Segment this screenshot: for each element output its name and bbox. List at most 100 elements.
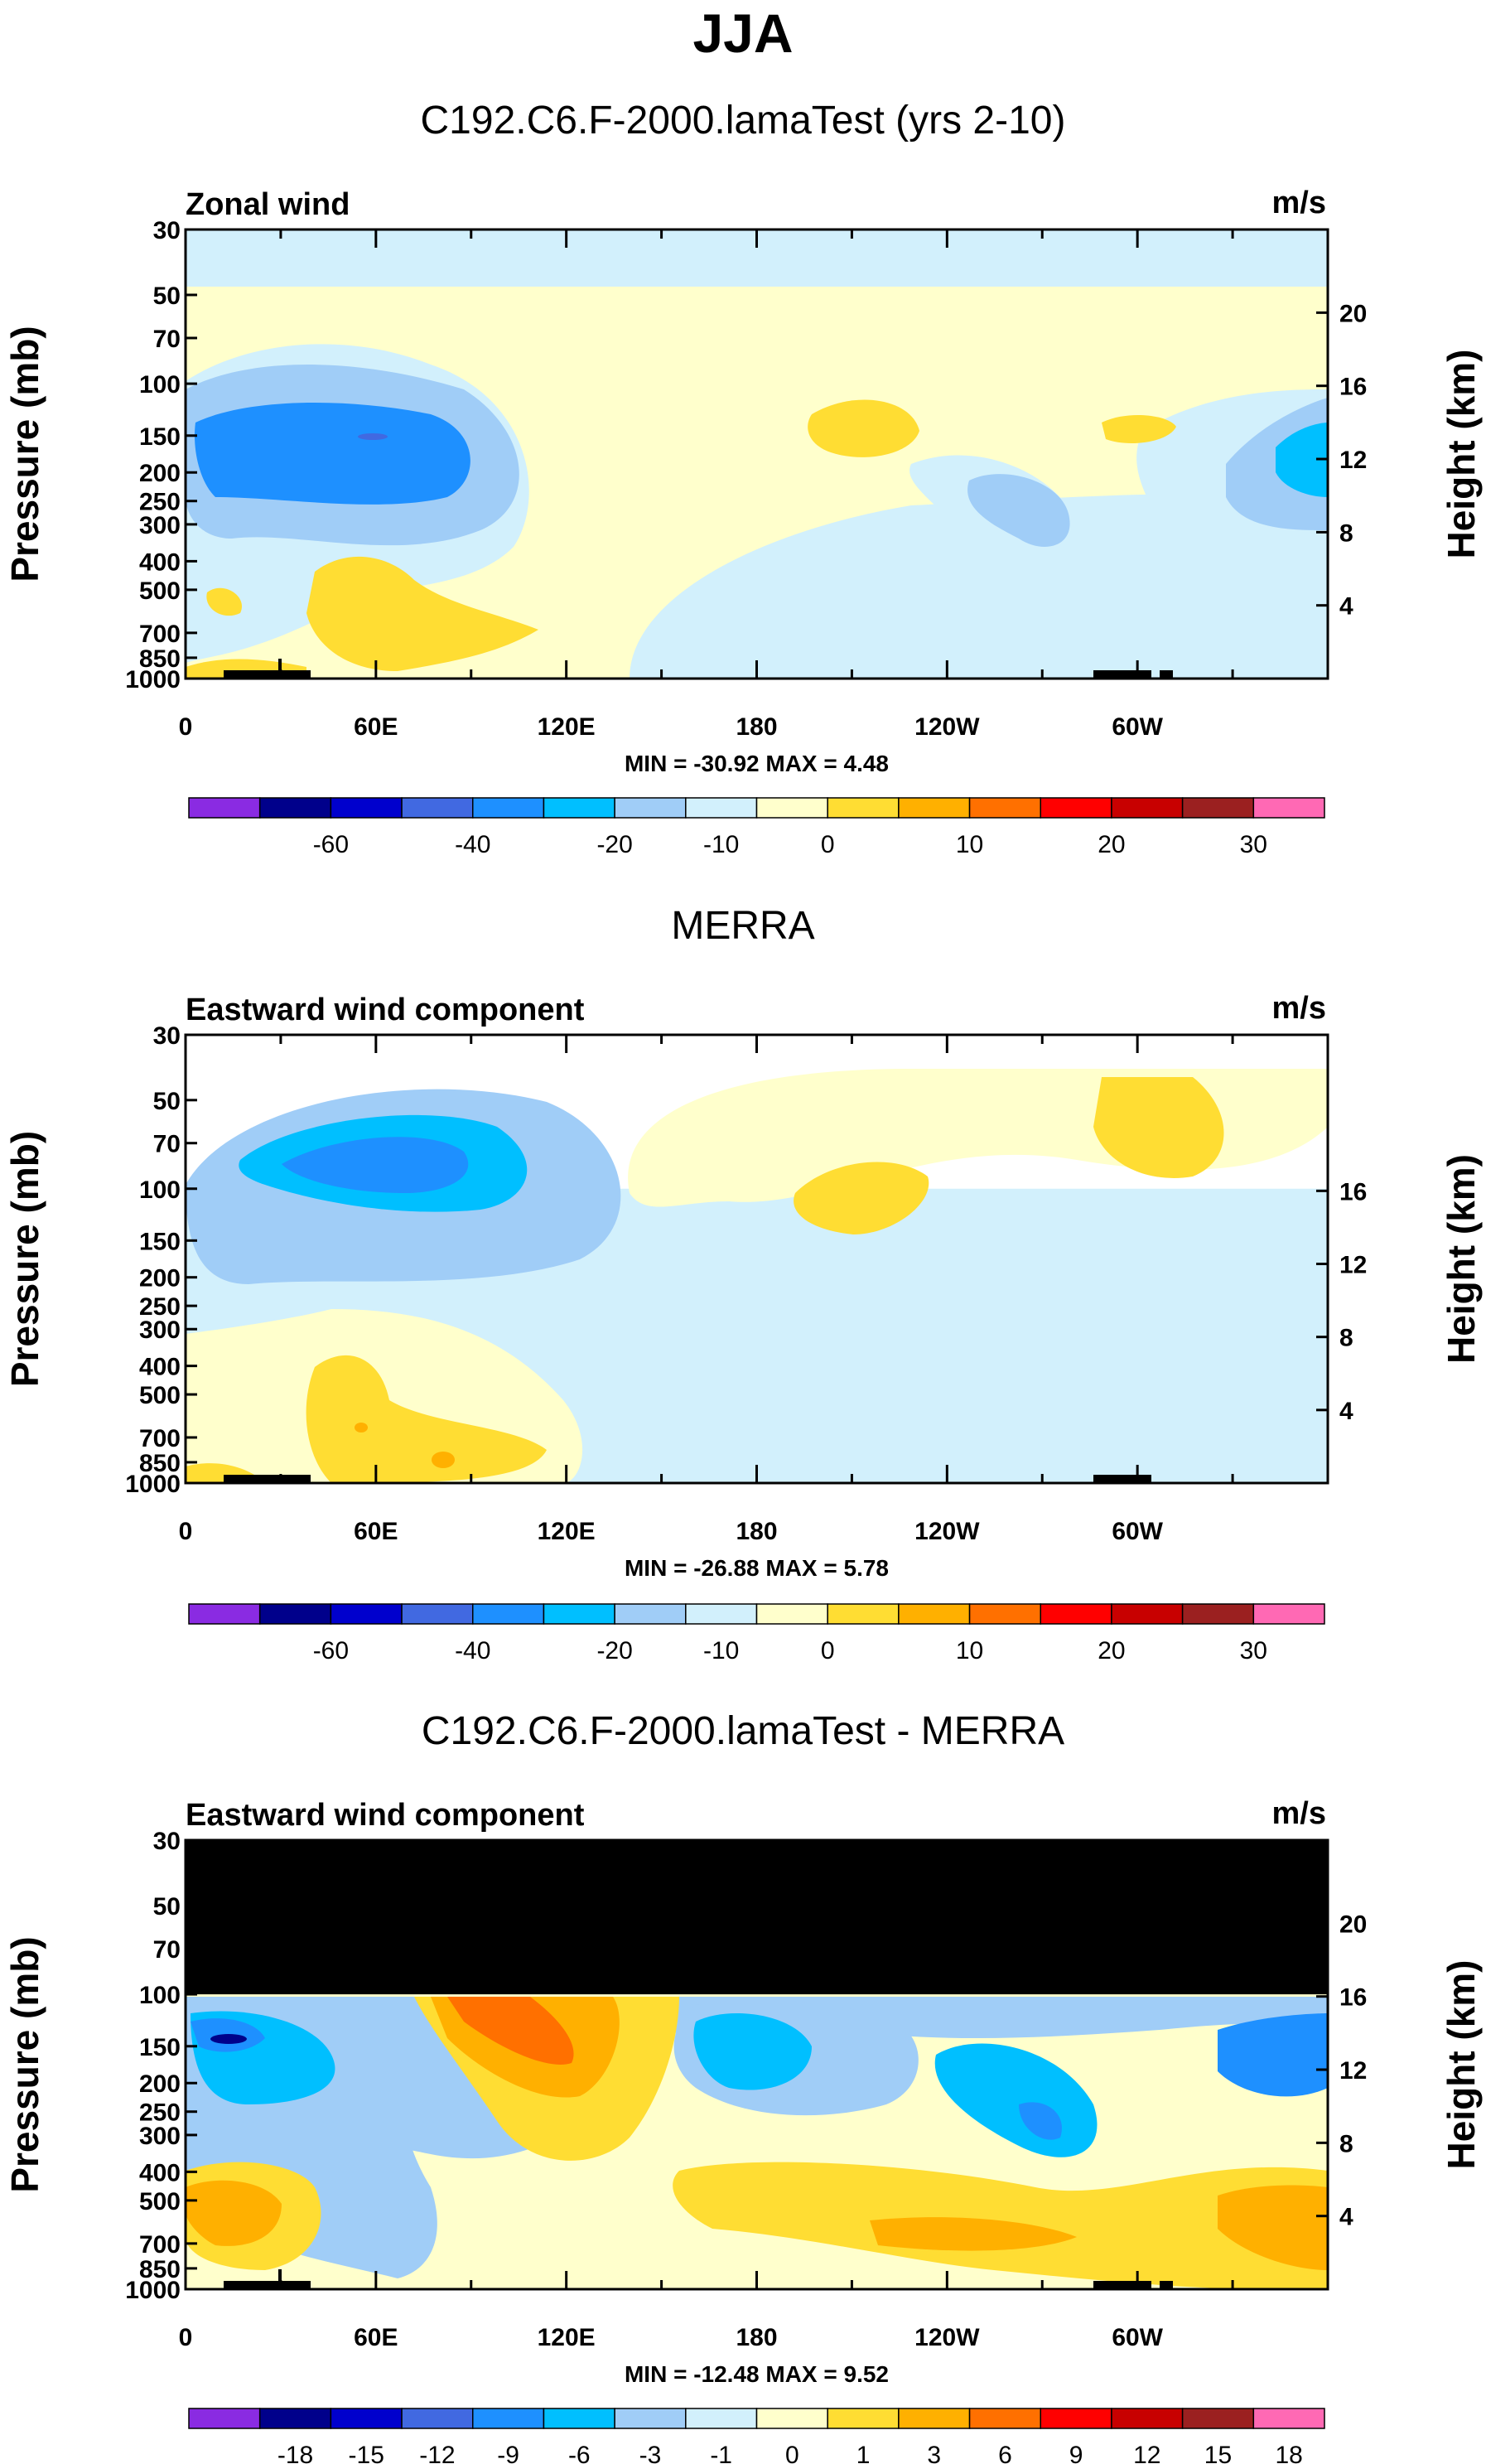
x-tick-label: 0 bbox=[179, 1518, 193, 1545]
colorbar-label: -1 bbox=[710, 2442, 732, 2464]
colorbar-label: -10 bbox=[703, 1637, 739, 1664]
min-max-stats: MIN = -26.88 MAX = 5.78 bbox=[625, 1555, 889, 1581]
y2-tick-label: 16 bbox=[1339, 1984, 1367, 2012]
colorbar-swatch bbox=[1252, 1603, 1325, 1625]
colorbar-swatch bbox=[898, 797, 971, 819]
panel-title-model: C192.C6.F-2000.lamaTest (yrs 2-10) bbox=[420, 99, 1066, 143]
colorbar-label: 0 bbox=[821, 1637, 835, 1664]
y-tick-label: 300 bbox=[139, 1317, 181, 1344]
colorbar-swatch bbox=[827, 2408, 900, 2429]
y-axis-title: Pressure (mb) bbox=[3, 1936, 46, 2192]
variable-label: Zonal wind bbox=[186, 187, 350, 222]
colorbar-label: 30 bbox=[1240, 1637, 1267, 1664]
y2-tick-label: 20 bbox=[1339, 300, 1367, 327]
colorbar-label: 1 bbox=[856, 2442, 871, 2464]
y-tick-label: 500 bbox=[139, 1382, 181, 1409]
topography-bar bbox=[1093, 1475, 1151, 1483]
field-contour bbox=[967, 474, 1070, 547]
x-tick-label: 0 bbox=[179, 2324, 193, 2351]
y2-tick-label: 4 bbox=[1339, 1398, 1353, 1425]
colorbar-swatch bbox=[968, 2408, 1041, 2429]
y-tick-label: 1000 bbox=[125, 2277, 181, 2304]
variable-label: Eastward wind component bbox=[186, 993, 585, 1027]
x-tick-label: 180 bbox=[736, 2324, 777, 2351]
field-contour bbox=[306, 556, 538, 671]
colorbar-swatch bbox=[898, 2408, 971, 2429]
colorbar-swatch bbox=[330, 797, 403, 819]
colorbar-label: 0 bbox=[785, 2442, 799, 2464]
topography-bar bbox=[224, 1475, 311, 1483]
colorbar-swatch bbox=[543, 1603, 615, 1625]
colorbar-label: -6 bbox=[568, 2442, 591, 2464]
y-tick-label: 400 bbox=[139, 548, 181, 576]
y-tick-label: 850 bbox=[139, 2256, 181, 2283]
units-label: m/s bbox=[1272, 991, 1326, 1026]
field-contour bbox=[195, 403, 470, 505]
x-tick-label: 180 bbox=[736, 713, 777, 741]
colorbar-swatch bbox=[614, 1603, 687, 1625]
colorbar-swatch bbox=[1111, 797, 1184, 819]
colorbar-label: -20 bbox=[596, 831, 632, 858]
x-tick-label: 180 bbox=[736, 1518, 777, 1545]
colorbar-swatch bbox=[1111, 2408, 1184, 2429]
figure-title: JJA bbox=[692, 2, 794, 64]
variable-label: Eastward wind component bbox=[186, 1798, 585, 1833]
colorbar-label: 0 bbox=[821, 831, 835, 858]
y-tick-label: 300 bbox=[139, 2123, 181, 2150]
y2-tick-label: 8 bbox=[1339, 1325, 1353, 1352]
colorbar-swatch bbox=[1040, 2408, 1112, 2429]
field-contour bbox=[794, 1162, 929, 1234]
units-label: m/s bbox=[1272, 186, 1326, 220]
colorbar-label: 18 bbox=[1275, 2442, 1302, 2464]
y-axis-title: Pressure (mb) bbox=[3, 326, 46, 582]
y-tick-label: 700 bbox=[139, 621, 181, 648]
colorbar-swatch bbox=[330, 2408, 403, 2429]
field-contour bbox=[693, 2013, 812, 2090]
y-tick-label: 500 bbox=[139, 577, 181, 605]
masked-region bbox=[186, 1840, 1328, 1995]
field-contour bbox=[306, 1355, 547, 1483]
x-tick-label: 120E bbox=[538, 2324, 596, 2351]
y-tick-label: 250 bbox=[139, 1293, 181, 1321]
colorbar-label: 10 bbox=[956, 831, 983, 858]
colorbar-label: -12 bbox=[419, 2442, 455, 2464]
y-tick-label: 100 bbox=[139, 371, 181, 399]
colorbar-swatch bbox=[898, 1603, 971, 1625]
y-tick-label: 250 bbox=[139, 2099, 181, 2127]
x-tick-label: 120W bbox=[914, 713, 980, 741]
y-tick-label: 150 bbox=[139, 2034, 181, 2061]
colorbar-swatch bbox=[1181, 1603, 1255, 1625]
colorbar-label: -60 bbox=[313, 1637, 349, 1664]
field-contour bbox=[630, 493, 1328, 679]
y-tick-label: 700 bbox=[139, 2231, 181, 2259]
colorbar-label: -20 bbox=[596, 1637, 632, 1664]
colorbar-label: 6 bbox=[998, 2442, 1012, 2464]
x-tick-label: 60W bbox=[1112, 2324, 1163, 2351]
colorbar-swatch bbox=[401, 1603, 474, 1625]
y-tick-label: 200 bbox=[139, 460, 181, 487]
y2-tick-label: 12 bbox=[1339, 2057, 1367, 2085]
field-contour bbox=[1218, 2013, 1328, 2097]
field-contour bbox=[282, 1137, 469, 1193]
colorbar-swatch bbox=[614, 2408, 687, 2429]
field-contour bbox=[210, 2034, 247, 2044]
y2-tick-label: 16 bbox=[1339, 374, 1367, 401]
y-tick-label: 150 bbox=[139, 423, 181, 451]
colorbar-swatch bbox=[258, 2408, 332, 2429]
field-contour bbox=[186, 2180, 282, 2246]
topography-bar bbox=[1160, 2281, 1173, 2289]
colorbar-label: -40 bbox=[455, 1637, 490, 1664]
colorbar-label: 12 bbox=[1133, 2442, 1160, 2464]
colorbar-label: 20 bbox=[1098, 831, 1125, 858]
y-tick-label: 250 bbox=[139, 489, 181, 516]
y2-tick-label: 4 bbox=[1339, 2204, 1353, 2231]
colorbar-swatch bbox=[1111, 1603, 1184, 1625]
y-tick-label: 400 bbox=[139, 2159, 181, 2186]
colorbar-label: 20 bbox=[1098, 1637, 1125, 1664]
colorbar-swatch bbox=[401, 2408, 474, 2429]
y-tick-label: 30 bbox=[153, 1828, 181, 1855]
colorbar-swatch bbox=[258, 1603, 332, 1625]
colorbar-label: 3 bbox=[927, 2442, 941, 2464]
y-tick-label: 100 bbox=[139, 1982, 181, 2009]
